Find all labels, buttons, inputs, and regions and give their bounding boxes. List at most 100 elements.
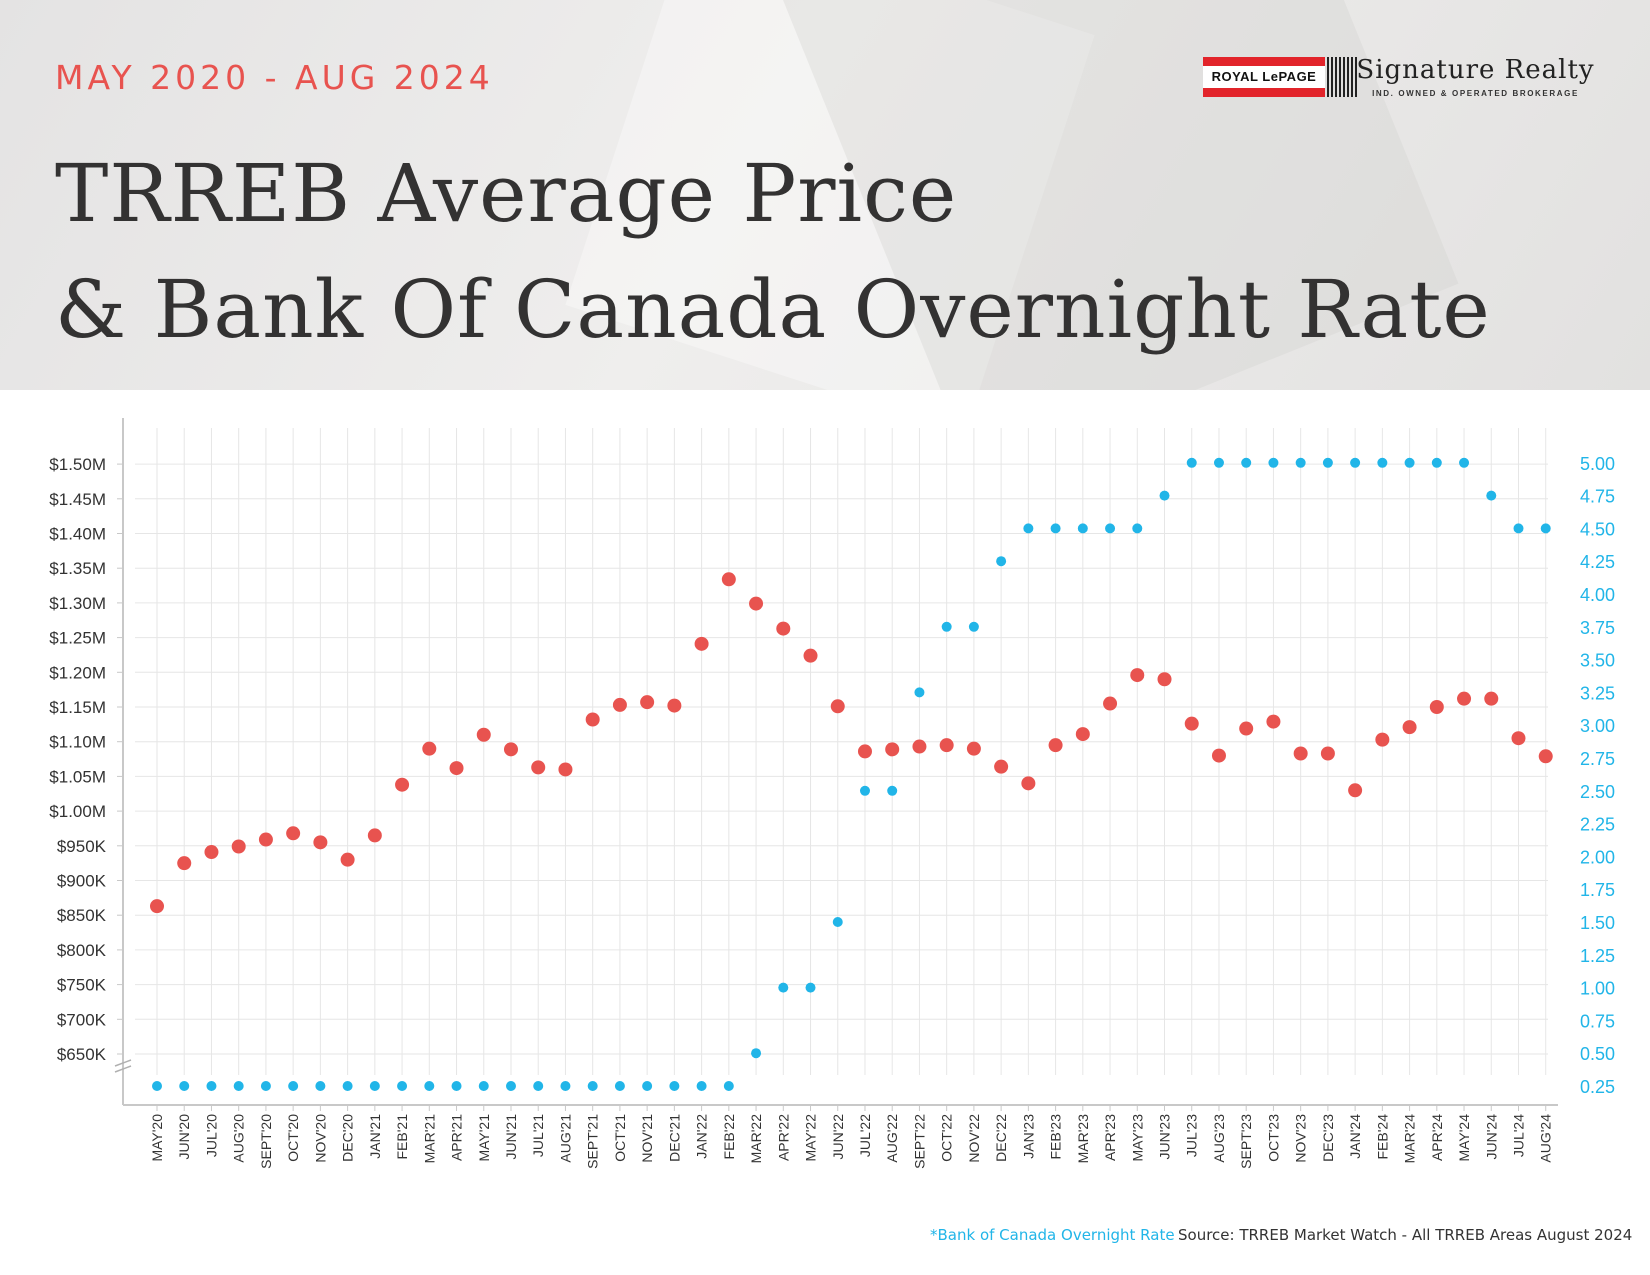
x-tick-label: AUG'21 xyxy=(557,1114,573,1163)
x-tick-label: JUL'22 xyxy=(857,1114,873,1157)
x-tick-label: JUN'21 xyxy=(503,1114,519,1160)
x-tick-label: DEC'22 xyxy=(993,1114,1009,1162)
rate-point xyxy=(342,1081,353,1091)
price-point xyxy=(1211,748,1226,763)
price-point xyxy=(367,828,382,843)
x-tick-label: JUN'22 xyxy=(830,1114,846,1160)
rate-point xyxy=(397,1081,408,1091)
rate-point xyxy=(669,1081,680,1091)
rate-point xyxy=(614,1081,625,1091)
left-tick-label: $650K xyxy=(57,1045,107,1064)
rate-point xyxy=(723,1081,734,1091)
royal-lepage-wordmark: ROYAL LePAGE xyxy=(1203,66,1325,88)
rate-point xyxy=(179,1081,190,1091)
right-tick-label: 1.00 xyxy=(1580,979,1615,999)
rate-point xyxy=(778,982,789,993)
price-point xyxy=(1157,672,1172,687)
price-point xyxy=(503,742,518,757)
left-tick-label: $800K xyxy=(57,941,107,960)
rate-point xyxy=(1322,457,1333,468)
rate-point xyxy=(451,1081,462,1091)
x-tick-label: OCT'20 xyxy=(285,1114,301,1162)
x-tick-label: DEC'20 xyxy=(340,1114,356,1162)
rate-point xyxy=(1459,457,1470,468)
x-tick-label: APR'21 xyxy=(449,1114,465,1161)
rate-point xyxy=(424,1081,435,1091)
rate-point xyxy=(505,1081,516,1091)
x-tick-label: MAR'21 xyxy=(421,1114,437,1164)
rate-point xyxy=(1213,457,1224,468)
x-tick-label: JAN'22 xyxy=(694,1114,710,1159)
x-tick-label: SEPT'23 xyxy=(1238,1114,1254,1169)
right-tick-label: 4.75 xyxy=(1580,487,1615,507)
logo-stripes xyxy=(1327,57,1357,97)
price-point xyxy=(1320,746,1335,761)
left-tick-label: $700K xyxy=(57,1010,107,1029)
price-point xyxy=(1511,731,1526,746)
price-point xyxy=(258,832,273,847)
brokerage-tagline: IND. OWNED & OPERATED BROKERAGE xyxy=(1372,89,1579,98)
rate-point xyxy=(914,687,925,698)
price-point xyxy=(1184,716,1199,731)
rate-point xyxy=(1350,457,1361,468)
right-tick-label: 3.25 xyxy=(1580,683,1615,703)
price-point xyxy=(1075,727,1090,742)
axis-break-mark xyxy=(114,1059,132,1067)
header-banner: MAY 2020 - AUG 2024 TRREB Average Price … xyxy=(0,0,1650,390)
x-tick-label: FEB'22 xyxy=(721,1114,737,1160)
rate-point xyxy=(805,982,816,993)
price-point xyxy=(994,759,1009,774)
left-tick-label: $850K xyxy=(57,906,107,925)
rate-point xyxy=(1431,457,1442,468)
price-point xyxy=(1375,732,1390,747)
x-tick-label: OCT'23 xyxy=(1265,1114,1281,1162)
rate-point xyxy=(560,1081,571,1091)
x-tick-label: APR'23 xyxy=(1102,1114,1118,1161)
rate-point xyxy=(887,785,898,796)
price-point xyxy=(150,899,164,914)
right-tick-label: 5.00 xyxy=(1580,454,1615,474)
left-tick-label: $1.00M xyxy=(49,802,106,821)
title-line-2: & Bank Of Canada Overnight Rate xyxy=(55,263,1491,356)
x-tick-label: JUN'23 xyxy=(1157,1114,1173,1160)
price-point xyxy=(1239,721,1254,736)
rate-point xyxy=(260,1081,271,1091)
grid xyxy=(135,428,1548,1075)
rate-point xyxy=(1050,523,1061,534)
x-tick-label: MAY'20 xyxy=(149,1114,165,1162)
left-tick-label: $900K xyxy=(57,872,107,891)
price-point xyxy=(667,698,682,713)
right-tick-label: 3.50 xyxy=(1580,651,1615,671)
rate-point xyxy=(1186,457,1197,468)
x-tick-label: FEB'21 xyxy=(394,1114,410,1160)
price-point xyxy=(449,761,464,776)
price-point xyxy=(939,738,954,753)
right-tick-label: 1.75 xyxy=(1580,880,1615,900)
price-point xyxy=(803,648,818,663)
right-tick-label: 0.25 xyxy=(1580,1077,1615,1097)
left-tick-label: $1.20M xyxy=(49,663,106,682)
x-tick-label: NOV'20 xyxy=(312,1114,328,1163)
price-point xyxy=(776,621,791,636)
x-tick-label: NOV'21 xyxy=(639,1114,655,1163)
price-point xyxy=(830,699,845,714)
price-point xyxy=(885,742,900,757)
rate-point xyxy=(533,1081,544,1091)
rate-point xyxy=(1105,523,1116,534)
x-tick-label: SEPT'20 xyxy=(258,1114,274,1169)
left-tick-label: $1.50M xyxy=(49,455,106,474)
x-tick-label: DEC'23 xyxy=(1320,1114,1336,1162)
price-point xyxy=(1484,691,1499,706)
rate-point xyxy=(996,556,1007,567)
rate-point xyxy=(1077,523,1088,534)
right-tick-label: 1.50 xyxy=(1580,913,1615,933)
x-axis-ticks: MAY'20 JUN'20 JUL'20 AUG'20 SEPT'20 OCT'20 NOV… xyxy=(149,1105,1554,1169)
x-tick-label: NOV'22 xyxy=(966,1114,982,1163)
rate-point xyxy=(696,1081,707,1091)
right-axis-ticks: 0.25 0.50 0.75 1.00 1.25 1.50 1.75 2.00 2.25 2.50… xyxy=(1580,454,1615,1097)
right-tick-label: 2.50 xyxy=(1580,782,1615,802)
date-range-subtitle: MAY 2020 - AUG 2024 xyxy=(55,58,494,97)
rate-series xyxy=(152,457,1551,1091)
rate-point xyxy=(1540,523,1551,534)
x-tick-label: OCT'22 xyxy=(939,1114,955,1162)
